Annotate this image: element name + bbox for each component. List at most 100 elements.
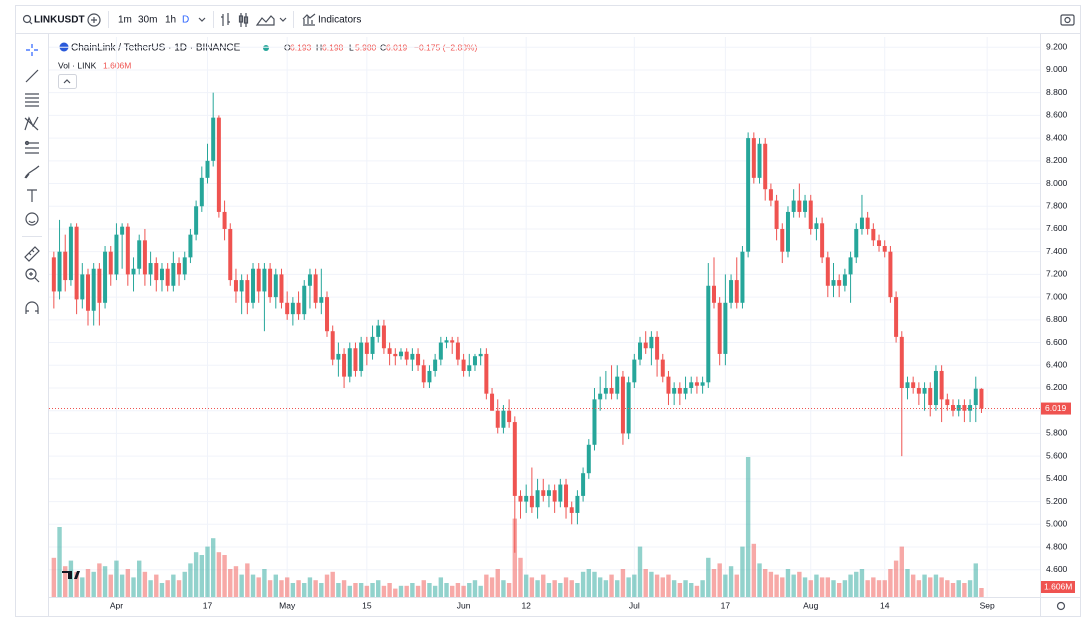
volume-bar xyxy=(751,543,757,597)
volume-bar xyxy=(97,563,102,597)
volume-bar xyxy=(279,580,284,597)
projection-tool[interactable] xyxy=(25,142,39,154)
volume-bar xyxy=(899,546,904,597)
frame xyxy=(15,5,1081,617)
camera-icon[interactable] xyxy=(1060,14,1075,26)
candle-body xyxy=(962,405,967,411)
candle-body xyxy=(472,356,477,366)
candle-body xyxy=(296,302,301,315)
fib-tool[interactable] xyxy=(25,93,39,107)
y-tick-label: 7.600 xyxy=(1046,223,1068,233)
volume-bar xyxy=(438,577,444,597)
indicators[interactable]: Indicators xyxy=(318,15,361,26)
candle-icon[interactable] xyxy=(240,13,247,27)
candle-body xyxy=(97,268,102,303)
volume-name: Vol · LINK xyxy=(58,60,97,70)
symbol[interactable]: LINKUSDT xyxy=(34,15,85,26)
volume-bar xyxy=(836,583,842,597)
candle-icon-body xyxy=(243,16,249,24)
x-tick-label: 12 xyxy=(521,600,531,610)
volume-bar xyxy=(888,569,893,597)
candle-body xyxy=(205,160,210,178)
volume-bar xyxy=(478,585,483,597)
zoom-tool[interactable] xyxy=(25,268,37,280)
candle-body xyxy=(865,217,870,229)
volume-bar xyxy=(239,574,244,597)
magnet-tool[interactable] xyxy=(25,301,39,314)
candle-body xyxy=(922,387,927,394)
interval-active[interactable]: D xyxy=(182,15,189,26)
settings-icon[interactable] xyxy=(1056,601,1066,611)
candle-body xyxy=(490,393,495,411)
volume-bar xyxy=(91,571,96,597)
volume-bar xyxy=(945,580,950,597)
emoji-smile xyxy=(28,220,36,224)
bar-type-icon[interactable] xyxy=(221,13,230,26)
volume-bar xyxy=(882,580,887,597)
candle-body xyxy=(216,117,221,212)
y-tick-label: 5.000 xyxy=(1046,519,1068,529)
volume-bar xyxy=(677,583,683,597)
add-symbol[interactable] xyxy=(87,13,101,27)
candle-body xyxy=(939,370,944,400)
candle-body xyxy=(973,388,978,406)
x-tick-label: 17 xyxy=(721,600,731,610)
candle-body xyxy=(871,228,876,241)
y-tick-label: 9.000 xyxy=(1046,64,1068,74)
interval[interactable]: 1h xyxy=(165,15,176,26)
volume-bar xyxy=(825,577,831,597)
candle-body xyxy=(899,336,904,388)
y-tick-label: 5.800 xyxy=(1046,428,1068,438)
volume-bar xyxy=(706,557,711,597)
pattern-tool[interactable] xyxy=(24,116,39,131)
crosshair-tool[interactable] xyxy=(26,44,38,56)
volume-bar xyxy=(580,571,586,597)
chart-type-menu[interactable] xyxy=(279,17,287,22)
candle-body xyxy=(780,228,785,252)
volume-bar xyxy=(455,583,461,597)
text-tool[interactable] xyxy=(27,189,37,202)
trend-line-tool[interactable] xyxy=(25,69,39,83)
candle-body xyxy=(211,117,216,161)
interval[interactable]: 1m xyxy=(118,15,132,26)
interval-menu[interactable] xyxy=(198,17,206,22)
candle-body xyxy=(80,274,85,300)
volume-bar xyxy=(450,585,455,597)
candle-body xyxy=(364,342,369,354)
y-tick-label: 6.600 xyxy=(1046,337,1068,347)
volume-axis-label: 1.606M xyxy=(1044,581,1072,591)
indicators-icon[interactable] xyxy=(302,13,316,26)
volume-bar xyxy=(51,557,57,597)
brush-tool[interactable] xyxy=(24,165,40,179)
interval[interactable]: 30m xyxy=(138,15,157,26)
y-tick-label: 7.000 xyxy=(1046,291,1068,301)
candle-body xyxy=(455,342,460,360)
volume-bar xyxy=(262,569,267,597)
candle-body xyxy=(114,234,119,275)
volume-bar xyxy=(797,571,802,597)
candle-body xyxy=(598,393,603,400)
y-tick-label: 6.800 xyxy=(1046,314,1068,324)
volume-bar xyxy=(341,580,347,597)
candle-body xyxy=(347,348,352,377)
area-icon[interactable] xyxy=(255,15,275,26)
volume-bar xyxy=(637,546,643,597)
candle-body xyxy=(233,280,238,292)
candle-body xyxy=(535,490,540,508)
search-icon[interactable] xyxy=(22,14,32,24)
volume-bar xyxy=(643,569,648,597)
collapse-legend[interactable] xyxy=(58,74,77,89)
market-status xyxy=(263,45,269,51)
volume-bar xyxy=(626,577,631,597)
candle-body xyxy=(632,359,637,383)
volume-bar xyxy=(512,518,518,597)
last-price-box xyxy=(1041,402,1071,415)
candle-body xyxy=(188,234,193,258)
ruler-tool[interactable] xyxy=(24,246,40,262)
candle-body xyxy=(433,359,438,371)
volume-bar xyxy=(125,569,131,597)
candle-body xyxy=(729,280,734,303)
volume-bar xyxy=(973,563,978,597)
candle-body xyxy=(57,251,62,292)
emoji-tool[interactable] xyxy=(25,212,39,226)
